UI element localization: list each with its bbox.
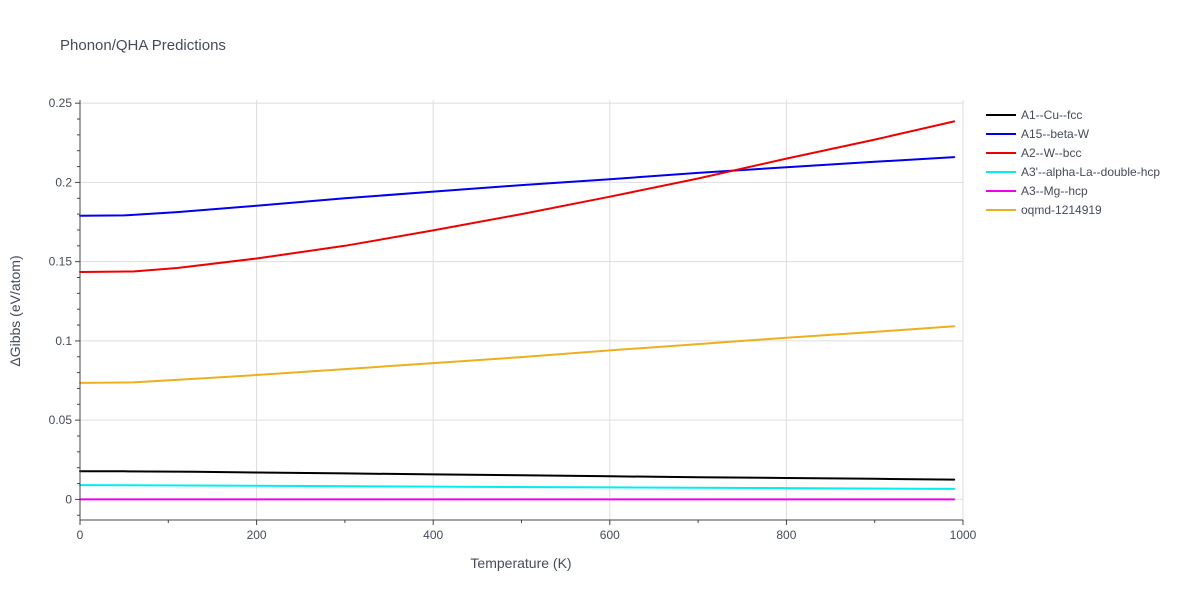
x-tick-label: 1000 (950, 528, 977, 542)
x-tick-label: 600 (600, 528, 620, 542)
y-tick-label: 0 (65, 492, 72, 506)
y-axis-ticks: 0 0.05 0.1 0.15 0.2 0.25 (49, 96, 80, 516)
series-line-1[interactable] (79, 156, 956, 217)
series-line-0[interactable] (79, 470, 956, 481)
y-tick-label: 0.25 (49, 96, 73, 110)
series-line-2[interactable] (79, 120, 956, 273)
y-axis-title: ΔGibbs (eV/atom) (7, 255, 23, 366)
legend-item[interactable]: oqmd-1214919 (986, 203, 1102, 217)
legend-label: A2--W--bcc (1021, 146, 1081, 160)
legend-label: oqmd-1214919 (1021, 203, 1102, 217)
x-tick-label: 400 (423, 528, 443, 542)
y-tick-label: 0.05 (49, 413, 73, 427)
series-line-5[interactable] (79, 325, 956, 384)
legend-item[interactable]: A3--Mg--hcp (986, 184, 1088, 198)
y-tick-label: 0.15 (49, 255, 73, 269)
axes (79, 100, 963, 521)
legend-item[interactable]: A3'--alpha-La--double-hcp (986, 165, 1160, 179)
y-tick-label: 0.1 (55, 334, 72, 348)
x-axis-title: Temperature (K) (470, 555, 571, 571)
legend[interactable]: A1--Cu--fcc A15--beta-W A2--W--bcc A3'--alp… (986, 108, 1160, 217)
x-tick-label: 0 (77, 528, 84, 542)
y-tick-label: 0.2 (55, 175, 72, 189)
chart-title: Phonon/QHA Predictions (60, 37, 226, 54)
x-tick-label: 800 (776, 528, 796, 542)
legend-label: A1--Cu--fcc (1021, 108, 1082, 122)
x-axis-ticks: 0 200 400 600 800 1000 (77, 520, 977, 542)
series-line-3[interactable] (79, 484, 956, 490)
series-lines (79, 120, 956, 501)
gridlines (80, 100, 964, 520)
legend-label: A3'--alpha-La--double-hcp (1021, 165, 1160, 179)
legend-label: A3--Mg--hcp (1021, 184, 1088, 198)
x-tick-label: 200 (247, 528, 267, 542)
legend-label: A15--beta-W (1021, 127, 1090, 141)
legend-item[interactable]: A2--W--bcc (986, 146, 1081, 160)
legend-item[interactable]: A15--beta-W (986, 127, 1090, 141)
legend-item[interactable]: A1--Cu--fcc (986, 108, 1082, 122)
